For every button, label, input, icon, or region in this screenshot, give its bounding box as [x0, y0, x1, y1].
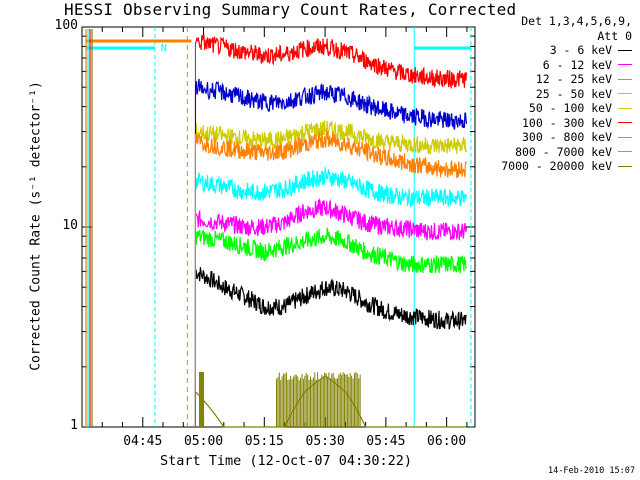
legend-swatch — [618, 151, 632, 153]
series-line — [194, 120, 467, 155]
chart-title: HESSI Observing Summary Count Rates, Cor… — [64, 0, 517, 19]
legend-item-label: 25 - 50 keV — [535, 86, 612, 101]
legend-item-label: 800 - 7000 keV — [515, 144, 612, 159]
y-tick-label: 10 — [62, 218, 78, 233]
x-tick-label: 04:45 — [123, 434, 163, 449]
x-tick-label: 05:45 — [366, 434, 406, 449]
legend-header-attenuator: Att 0 — [597, 28, 632, 43]
legend-item-label: 100 - 300 keV — [521, 115, 612, 130]
y-axis-label: Corrected Count Rate (s⁻¹ detector⁻¹) — [28, 81, 44, 371]
legend-item-label: 12 - 25 keV — [535, 72, 612, 86]
legend-item-label: 50 - 100 keV — [528, 101, 612, 115]
y-tick-label: 1 — [70, 418, 78, 433]
series-line — [194, 78, 467, 130]
legend-item: 7000 - 20000 keV — [486, 159, 632, 174]
x-tick-label: 05:15 — [244, 434, 284, 449]
legend-item: 3 - 6 keV — [486, 43, 632, 58]
legend-swatch — [618, 165, 632, 167]
legend-item-label: 6 - 12 keV — [542, 57, 612, 72]
legend-swatch — [618, 107, 632, 109]
legend-swatch — [618, 78, 632, 80]
legend-item: 100 - 300 keV — [486, 116, 632, 131]
y-tick-label: 100 — [54, 18, 78, 33]
legend-item-label: 7000 - 20000 keV — [501, 159, 612, 173]
legend-swatch — [618, 64, 632, 66]
series-line — [194, 34, 467, 90]
legend-item: 300 - 800 keV — [486, 130, 632, 145]
series-line — [195, 375, 467, 428]
x-tick-label: 05:00 — [183, 434, 224, 449]
legend-item: 800 - 7000 keV — [486, 145, 632, 160]
legend-item-label: 300 - 800 keV — [521, 130, 612, 144]
legend-item: 6 - 12 keV — [486, 58, 632, 73]
legend-item: 25 - 50 keV — [486, 87, 632, 102]
series-line — [194, 227, 467, 274]
legend-swatch — [618, 136, 632, 138]
x-tick-label: 06:00 — [427, 434, 467, 449]
series-line — [194, 130, 467, 179]
legend-item-label: 3 - 6 keV — [549, 43, 612, 57]
legend-swatch — [618, 49, 632, 51]
legend: Det 1,3,4,5,6,9, Att 0 3 - 6 keV 6 - 12 k… — [486, 14, 632, 174]
x-tick-label: 05:30 — [305, 434, 345, 449]
series-line — [194, 197, 467, 241]
x-axis-label: Start Time (12-Oct-07 04:30:22) — [160, 453, 412, 469]
plot-timestamp: 14-Feb-2010 15:07 — [548, 466, 635, 476]
legend-item: 12 - 25 keV — [486, 72, 632, 87]
series-line — [194, 267, 467, 330]
legend-swatch — [618, 122, 632, 124]
legend-item: 50 - 100 keV — [486, 101, 632, 116]
legend-header-detectors: Det 1,3,4,5,6,9, — [521, 14, 632, 28]
series-line — [194, 167, 467, 208]
legend-swatch — [618, 93, 632, 95]
flag-label: N — [161, 43, 167, 54]
